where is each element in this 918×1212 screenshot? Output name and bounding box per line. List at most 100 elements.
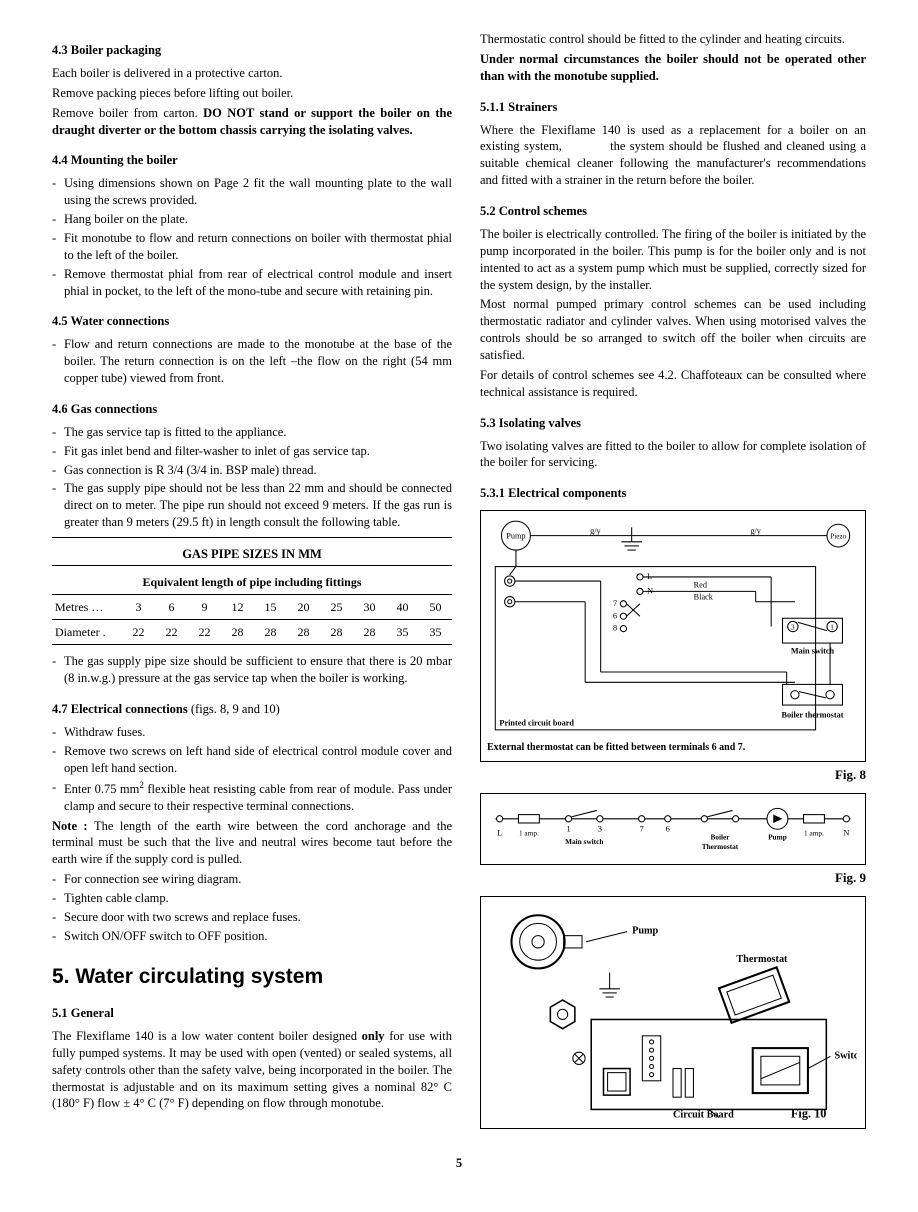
svg-text:Switch: Switch (835, 1051, 857, 1062)
list-4-7a: Withdraw fuses. Remove two screws on lef… (52, 724, 452, 815)
cell: 20 (287, 595, 320, 620)
fig9-caption: Fig. 9 (480, 869, 866, 887)
para: The Flexiflame 140 is a low water conten… (52, 1028, 452, 1112)
list-4-6b: The gas supply pipe size should be suffi… (52, 653, 452, 687)
gas-pipe-table: GAS PIPE SIZES IN MM Equivalent length o… (52, 537, 452, 645)
list-item: The gas supply pipe size should be suffi… (52, 653, 452, 687)
list-item: Flow and return connections are made to … (52, 336, 452, 387)
cell: 28 (221, 620, 254, 645)
cell: 22 (188, 620, 221, 645)
cell: 28 (287, 620, 320, 645)
text-bold: DO NOT (203, 106, 254, 120)
svg-text:Circuit Board: Circuit Board (673, 1110, 734, 1120)
svg-text:Pump: Pump (768, 833, 787, 842)
heading-4-3: 4.3 Boiler packaging (52, 42, 452, 59)
svg-text:L: L (497, 829, 502, 838)
cell: 9 (188, 595, 221, 620)
svg-text:7: 7 (613, 599, 617, 608)
text: The length of the earth wire between the… (52, 819, 452, 867)
heading-5-2: 5.2 Control schemes (480, 203, 866, 220)
svg-text:8: 8 (613, 624, 617, 633)
cell: 25 (320, 595, 353, 620)
wiring-diagram-fig8: Pump g/y g/y Piezo (487, 517, 859, 739)
heading-4-5: 4.5 Water connections (52, 313, 452, 330)
cell: 6 (155, 595, 188, 620)
cell: 40 (386, 595, 419, 620)
text: Enter 0.75 mm (64, 782, 139, 796)
cell: Diameter . (52, 620, 122, 645)
svg-text:Red: Red (694, 580, 708, 589)
svg-text:Black: Black (694, 593, 714, 602)
para: Remove packing pieces before lifting out… (52, 85, 452, 102)
svg-text:6: 6 (613, 611, 617, 620)
cell: 22 (155, 620, 188, 645)
component-layout-fig10: Pump (489, 905, 857, 1120)
list-item: The gas supply pipe should not be less t… (52, 480, 452, 531)
svg-text:Boiler thermostat: Boiler thermostat (782, 711, 844, 720)
note-label: Note : (52, 819, 94, 833)
para: For details of control schemes see 4.2. … (480, 367, 866, 401)
table-title: GAS PIPE SIZES IN MM (52, 537, 452, 566)
svg-text:1 amp.: 1 amp. (804, 829, 824, 838)
list-item: Hang boiler on the plate. (52, 211, 452, 228)
svg-text:7: 7 (640, 825, 644, 834)
heading-4-7: 4.7 Electrical connections (figs. 8, 9 a… (52, 701, 452, 718)
left-column: 4.3 Boiler packaging Each boiler is deli… (52, 28, 452, 1131)
heading-5-1-1: 5.1.1 Strainers (480, 99, 866, 116)
list-4-4: Using dimensions shown on Page 2 fit the… (52, 175, 452, 299)
list-item: Fit gas inlet bend and filter-washer to … (52, 443, 452, 460)
svg-text:3: 3 (791, 624, 795, 632)
fig8-caption: Fig. 8 (480, 766, 866, 784)
svg-text:3: 3 (598, 825, 602, 834)
svg-text:g/y: g/y (590, 527, 601, 536)
svg-text:Pump: Pump (632, 926, 658, 937)
list-item: Withdraw fuses. (52, 724, 452, 741)
list-4-7b: For connection see wiring diagram. Tight… (52, 871, 452, 945)
svg-text:g/y: g/y (750, 527, 761, 536)
cell: 35 (419, 620, 452, 645)
list-item: Remove two screws on left hand side of e… (52, 743, 452, 777)
svg-text:1: 1 (566, 825, 570, 834)
para: Thermostatic control should be fitted to… (480, 31, 866, 48)
text: The Flexiflame 140 is a low water conten… (52, 1029, 362, 1043)
list-item: The gas service tap is fitted to the app… (52, 424, 452, 441)
svg-text:Thermostat: Thermostat (702, 842, 739, 851)
list-item: Switch ON/OFF switch to OFF position. (52, 928, 452, 945)
cell: 22 (122, 620, 155, 645)
para: Where the Flexiflame 140 is used as a re… (480, 122, 866, 190)
cell: 3 (122, 595, 155, 620)
list-item: Fit monotube to flow and return connecti… (52, 230, 452, 264)
svg-text:1: 1 (830, 624, 834, 632)
cell: Metres … (52, 595, 122, 620)
cell: 12 (221, 595, 254, 620)
list-4-5: Flow and return connections are made to … (52, 336, 452, 387)
svg-text:Pump: Pump (506, 532, 525, 541)
heading-5-3: 5.3 Isolating valves (480, 415, 866, 432)
cell: 15 (254, 595, 287, 620)
page-number: 5 (52, 1155, 866, 1172)
cell: 28 (353, 620, 386, 645)
wiring-diagram-fig9: L 1 amp. 1 3 Main switch 7 6 (485, 800, 861, 857)
heading-5-3-1: 5.3.1 Electrical components (480, 485, 866, 502)
cell: 30 (353, 595, 386, 620)
svg-text:Thermostat: Thermostat (736, 955, 788, 966)
text-bold: 4.7 Electrical connections (52, 702, 188, 716)
list-item: Remove thermostat phial from rear of ele… (52, 266, 452, 300)
list-4-6: The gas service tap is fitted to the app… (52, 424, 452, 531)
table-subtitle: Equivalent length of pipe including fitt… (52, 570, 452, 595)
para: Remove boiler from carton. DO NOT stand … (52, 105, 452, 139)
list-item: Enter 0.75 mm2 flexible heat resisting c… (52, 779, 452, 815)
cell: 35 (386, 620, 419, 645)
svg-text:Main switch: Main switch (565, 837, 603, 846)
para: Most normal pumped primary control schem… (480, 296, 866, 364)
heading-4-6: 4.6 Gas connections (52, 401, 452, 418)
figure-8: Pump g/y g/y Piezo (480, 510, 866, 762)
right-column: Thermostatic control should be fitted to… (480, 28, 866, 1131)
table-row: Diameter . 22 22 22 28 28 28 28 28 35 35 (52, 620, 452, 645)
heading-4-4: 4.4 Mounting the boiler (52, 152, 452, 169)
para: Two isolating valves are fitted to the b… (480, 438, 866, 472)
note-para: Note : The length of the earth wire betw… (52, 818, 452, 869)
svg-text:1 amp.: 1 amp. (519, 829, 539, 838)
text: Remove boiler from carton. (52, 106, 203, 120)
cell: 50 (419, 595, 452, 620)
